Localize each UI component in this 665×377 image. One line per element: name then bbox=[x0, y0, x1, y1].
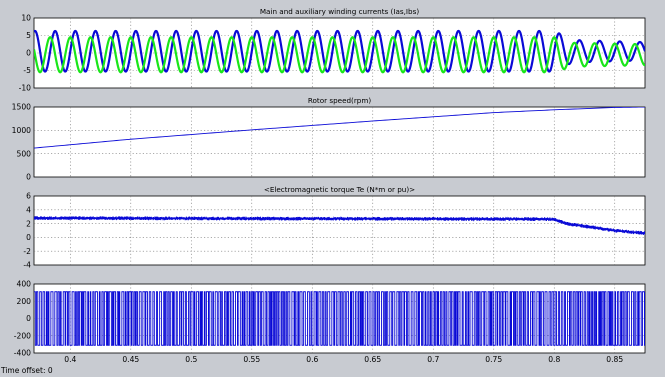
x-tick-label: 0.55 bbox=[243, 355, 260, 364]
series-line-2 bbox=[34, 36, 645, 74]
y-tick-label: 400 bbox=[17, 280, 32, 289]
panel-2: Rotor speed(rpm) 0 500 1000 1500 bbox=[12, 96, 646, 182]
y-tick-label: 2 bbox=[26, 219, 31, 228]
panel-1: Main and auxiliary winding currents (Ias… bbox=[19, 7, 646, 93]
x-tick-label: 0.6 bbox=[306, 355, 318, 364]
y-tick-label: -2 bbox=[23, 247, 31, 256]
panel-3: <Electromagnetic torque Te (N*m or pu)> -… bbox=[23, 185, 646, 270]
time-offset-label: Time offset: bbox=[1, 366, 46, 375]
y-tick-label: -200 bbox=[14, 331, 31, 340]
time-offset-value: 0 bbox=[47, 366, 53, 375]
y-tick-label: 4 bbox=[26, 206, 31, 215]
y-tick-label: -400 bbox=[14, 349, 31, 358]
x-tick-label: 0.65 bbox=[364, 355, 381, 364]
series-line-1 bbox=[34, 216, 645, 235]
series-line-1 bbox=[34, 291, 645, 346]
y-tick-label: -4 bbox=[23, 261, 31, 270]
y-tick-label: 1500 bbox=[12, 103, 31, 112]
x-tick-label: 0.85 bbox=[606, 355, 623, 364]
y-tick-label: 0 bbox=[26, 314, 31, 323]
x-tick-label: 0.5 bbox=[185, 355, 197, 364]
x-tick-label: 0.45 bbox=[122, 355, 139, 364]
y-tick-label: 0 bbox=[26, 233, 31, 242]
series-line-1 bbox=[34, 107, 645, 149]
time-offset: Time offset: 0 bbox=[1, 366, 53, 375]
y-tick-label: -5 bbox=[23, 66, 31, 75]
panel-title: Main and auxiliary winding currents (Ias… bbox=[260, 7, 419, 16]
x-tick-label: 0.4 bbox=[64, 355, 76, 364]
y-tick-label: -10 bbox=[19, 84, 32, 93]
panel-title: Rotor speed(rpm) bbox=[308, 96, 372, 105]
y-tick-label: 6 bbox=[26, 192, 31, 201]
y-tick-label: 1000 bbox=[12, 126, 31, 135]
y-tick-label: 10 bbox=[21, 14, 31, 23]
x-tick-label: 0.8 bbox=[548, 355, 560, 364]
y-tick-label: 0 bbox=[26, 173, 31, 182]
y-tick-label: 500 bbox=[17, 149, 32, 158]
x-tick-label: 0.7 bbox=[427, 355, 439, 364]
plot-area bbox=[33, 195, 646, 266]
plot-area bbox=[33, 106, 646, 178]
panel-4: -400 -200 0 200 400 0.4 0.45 0.5 0.55 0.6 0.65 0.7 0… bbox=[14, 280, 646, 364]
series-line-1 bbox=[34, 29, 645, 73]
y-tick-label: 5 bbox=[26, 31, 31, 40]
y-tick-label: 0 bbox=[26, 49, 31, 58]
y-tick-label: 200 bbox=[17, 297, 32, 306]
panel-title: <Electromagnetic torque Te (N*m or pu)> bbox=[264, 185, 415, 194]
x-tick-label: 0.75 bbox=[485, 355, 502, 364]
